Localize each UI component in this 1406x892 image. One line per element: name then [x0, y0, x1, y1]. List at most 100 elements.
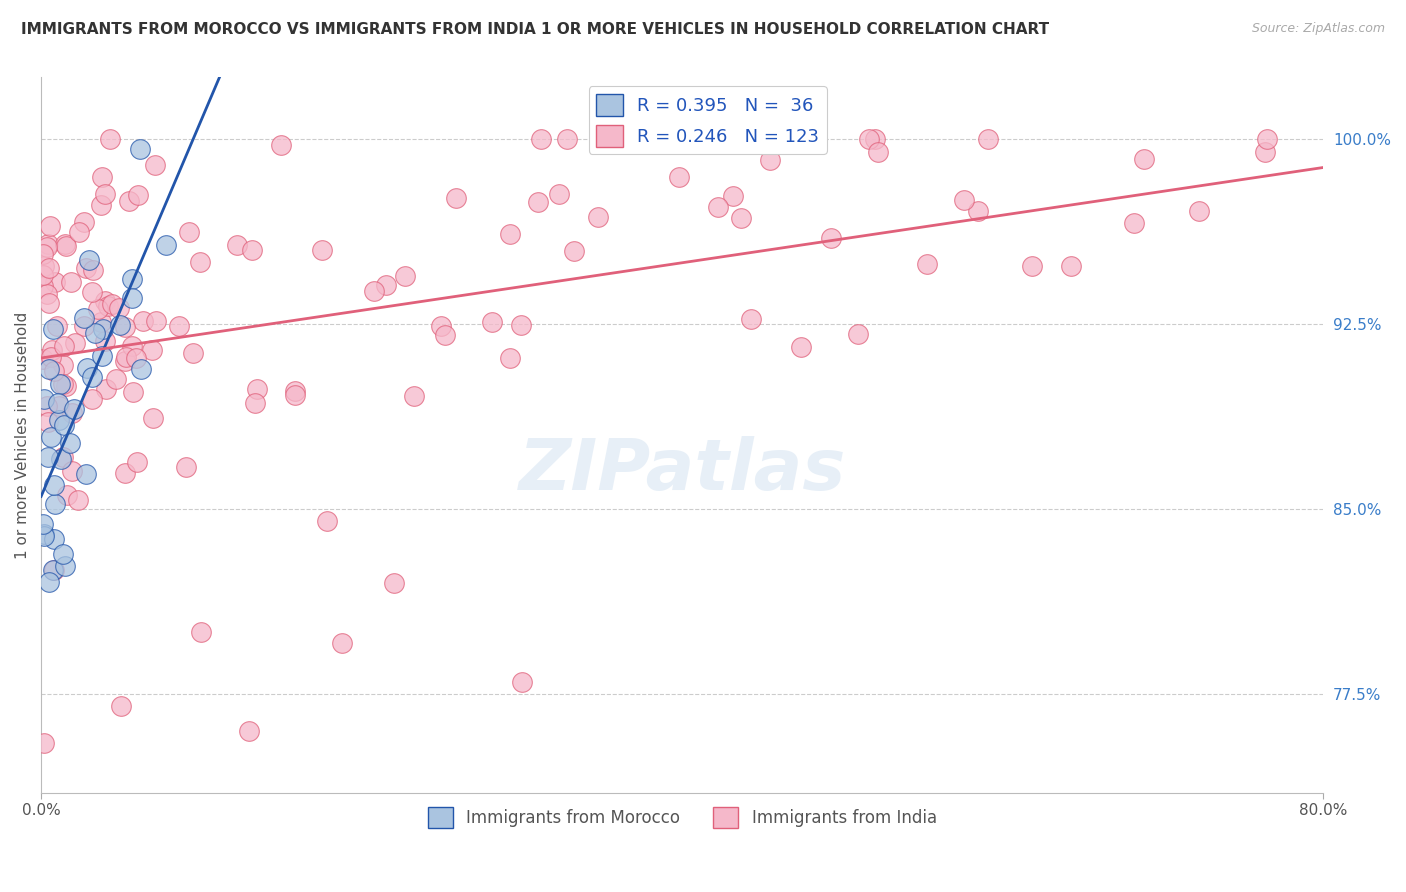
- Point: [863, 132, 886, 146]
- Point: [52, 417, 75, 432]
- Point: [1253, 145, 1275, 159]
- Point: [55, 378, 77, 392]
- Text: ZIPatlas: ZIPatlas: [519, 436, 846, 505]
- Point: [481, 315, 503, 329]
- Point: [32, 528, 55, 542]
- Point: [82, 263, 104, 277]
- Point: [1188, 203, 1211, 218]
- Point: [121, 385, 143, 400]
- Point: [66, 493, 89, 508]
- Point: [548, 187, 571, 202]
- Point: [1133, 152, 1156, 166]
- Point: [226, 238, 249, 252]
- Point: [32, 259, 55, 273]
- Point: [1021, 259, 1043, 273]
- Point: [1256, 132, 1278, 146]
- Point: [44, 275, 66, 289]
- Point: [270, 138, 292, 153]
- Point: [108, 301, 131, 315]
- Point: [114, 319, 136, 334]
- Point: [42, 533, 65, 547]
- Text: Source: ZipAtlas.com: Source: ZipAtlas.com: [1251, 22, 1385, 36]
- Point: [1122, 216, 1144, 230]
- Point: [52, 377, 75, 392]
- Point: [80, 392, 103, 407]
- Point: [38, 295, 60, 310]
- Point: [80, 285, 103, 300]
- Point: [190, 625, 212, 640]
- Point: [330, 636, 353, 650]
- Point: [41, 343, 63, 357]
- Point: [65, 335, 87, 350]
- Point: [174, 459, 197, 474]
- Point: [49, 452, 72, 467]
- Point: [49, 376, 72, 391]
- Point: [167, 318, 190, 333]
- Point: [141, 343, 163, 358]
- Point: [91, 170, 114, 185]
- Point: [94, 187, 117, 202]
- Point: [404, 389, 426, 403]
- Point: [143, 158, 166, 172]
- Point: [145, 314, 167, 328]
- Point: [39, 219, 62, 233]
- Point: [668, 169, 690, 184]
- Point: [121, 291, 143, 305]
- Point: [114, 466, 136, 480]
- Point: [530, 132, 553, 146]
- Point: [917, 257, 939, 271]
- Point: [90, 315, 112, 329]
- Point: [1060, 259, 1083, 273]
- Point: [53, 559, 76, 574]
- Point: [181, 346, 204, 360]
- Point: [562, 244, 585, 259]
- Point: [32, 516, 55, 531]
- Point: [132, 313, 155, 327]
- Point: [966, 203, 988, 218]
- Point: [284, 388, 307, 402]
- Point: [48, 400, 70, 414]
- Point: [35, 400, 58, 414]
- Point: [38, 575, 60, 590]
- Point: [91, 322, 114, 336]
- Point: [59, 436, 82, 450]
- Point: [87, 301, 110, 316]
- Point: [526, 194, 548, 209]
- Point: [382, 576, 405, 591]
- Point: [243, 396, 266, 410]
- Point: [155, 238, 177, 252]
- Point: [60, 406, 83, 420]
- Point: [39, 350, 62, 364]
- Point: [246, 382, 269, 396]
- Point: [142, 410, 165, 425]
- Point: [53, 236, 76, 251]
- Point: [34, 736, 56, 750]
- Point: [121, 339, 143, 353]
- Point: [63, 401, 86, 416]
- Point: [94, 293, 117, 308]
- Point: [238, 724, 260, 739]
- Point: [104, 371, 127, 385]
- Point: [179, 225, 201, 239]
- Point: [846, 326, 869, 341]
- Point: [498, 227, 520, 242]
- Point: [37, 287, 59, 301]
- Point: [953, 194, 976, 208]
- Point: [858, 132, 880, 146]
- Point: [42, 364, 65, 378]
- Point: [284, 384, 307, 398]
- Point: [38, 260, 60, 275]
- Point: [73, 215, 96, 229]
- Point: [730, 211, 752, 225]
- Point: [31, 247, 53, 261]
- Point: [84, 326, 107, 340]
- Point: [45, 318, 67, 333]
- Point: [706, 200, 728, 214]
- Point: [977, 132, 1000, 146]
- Point: [363, 285, 385, 299]
- Point: [127, 187, 149, 202]
- Point: [374, 277, 396, 292]
- Point: [37, 236, 59, 251]
- Point: [121, 272, 143, 286]
- Point: [129, 362, 152, 376]
